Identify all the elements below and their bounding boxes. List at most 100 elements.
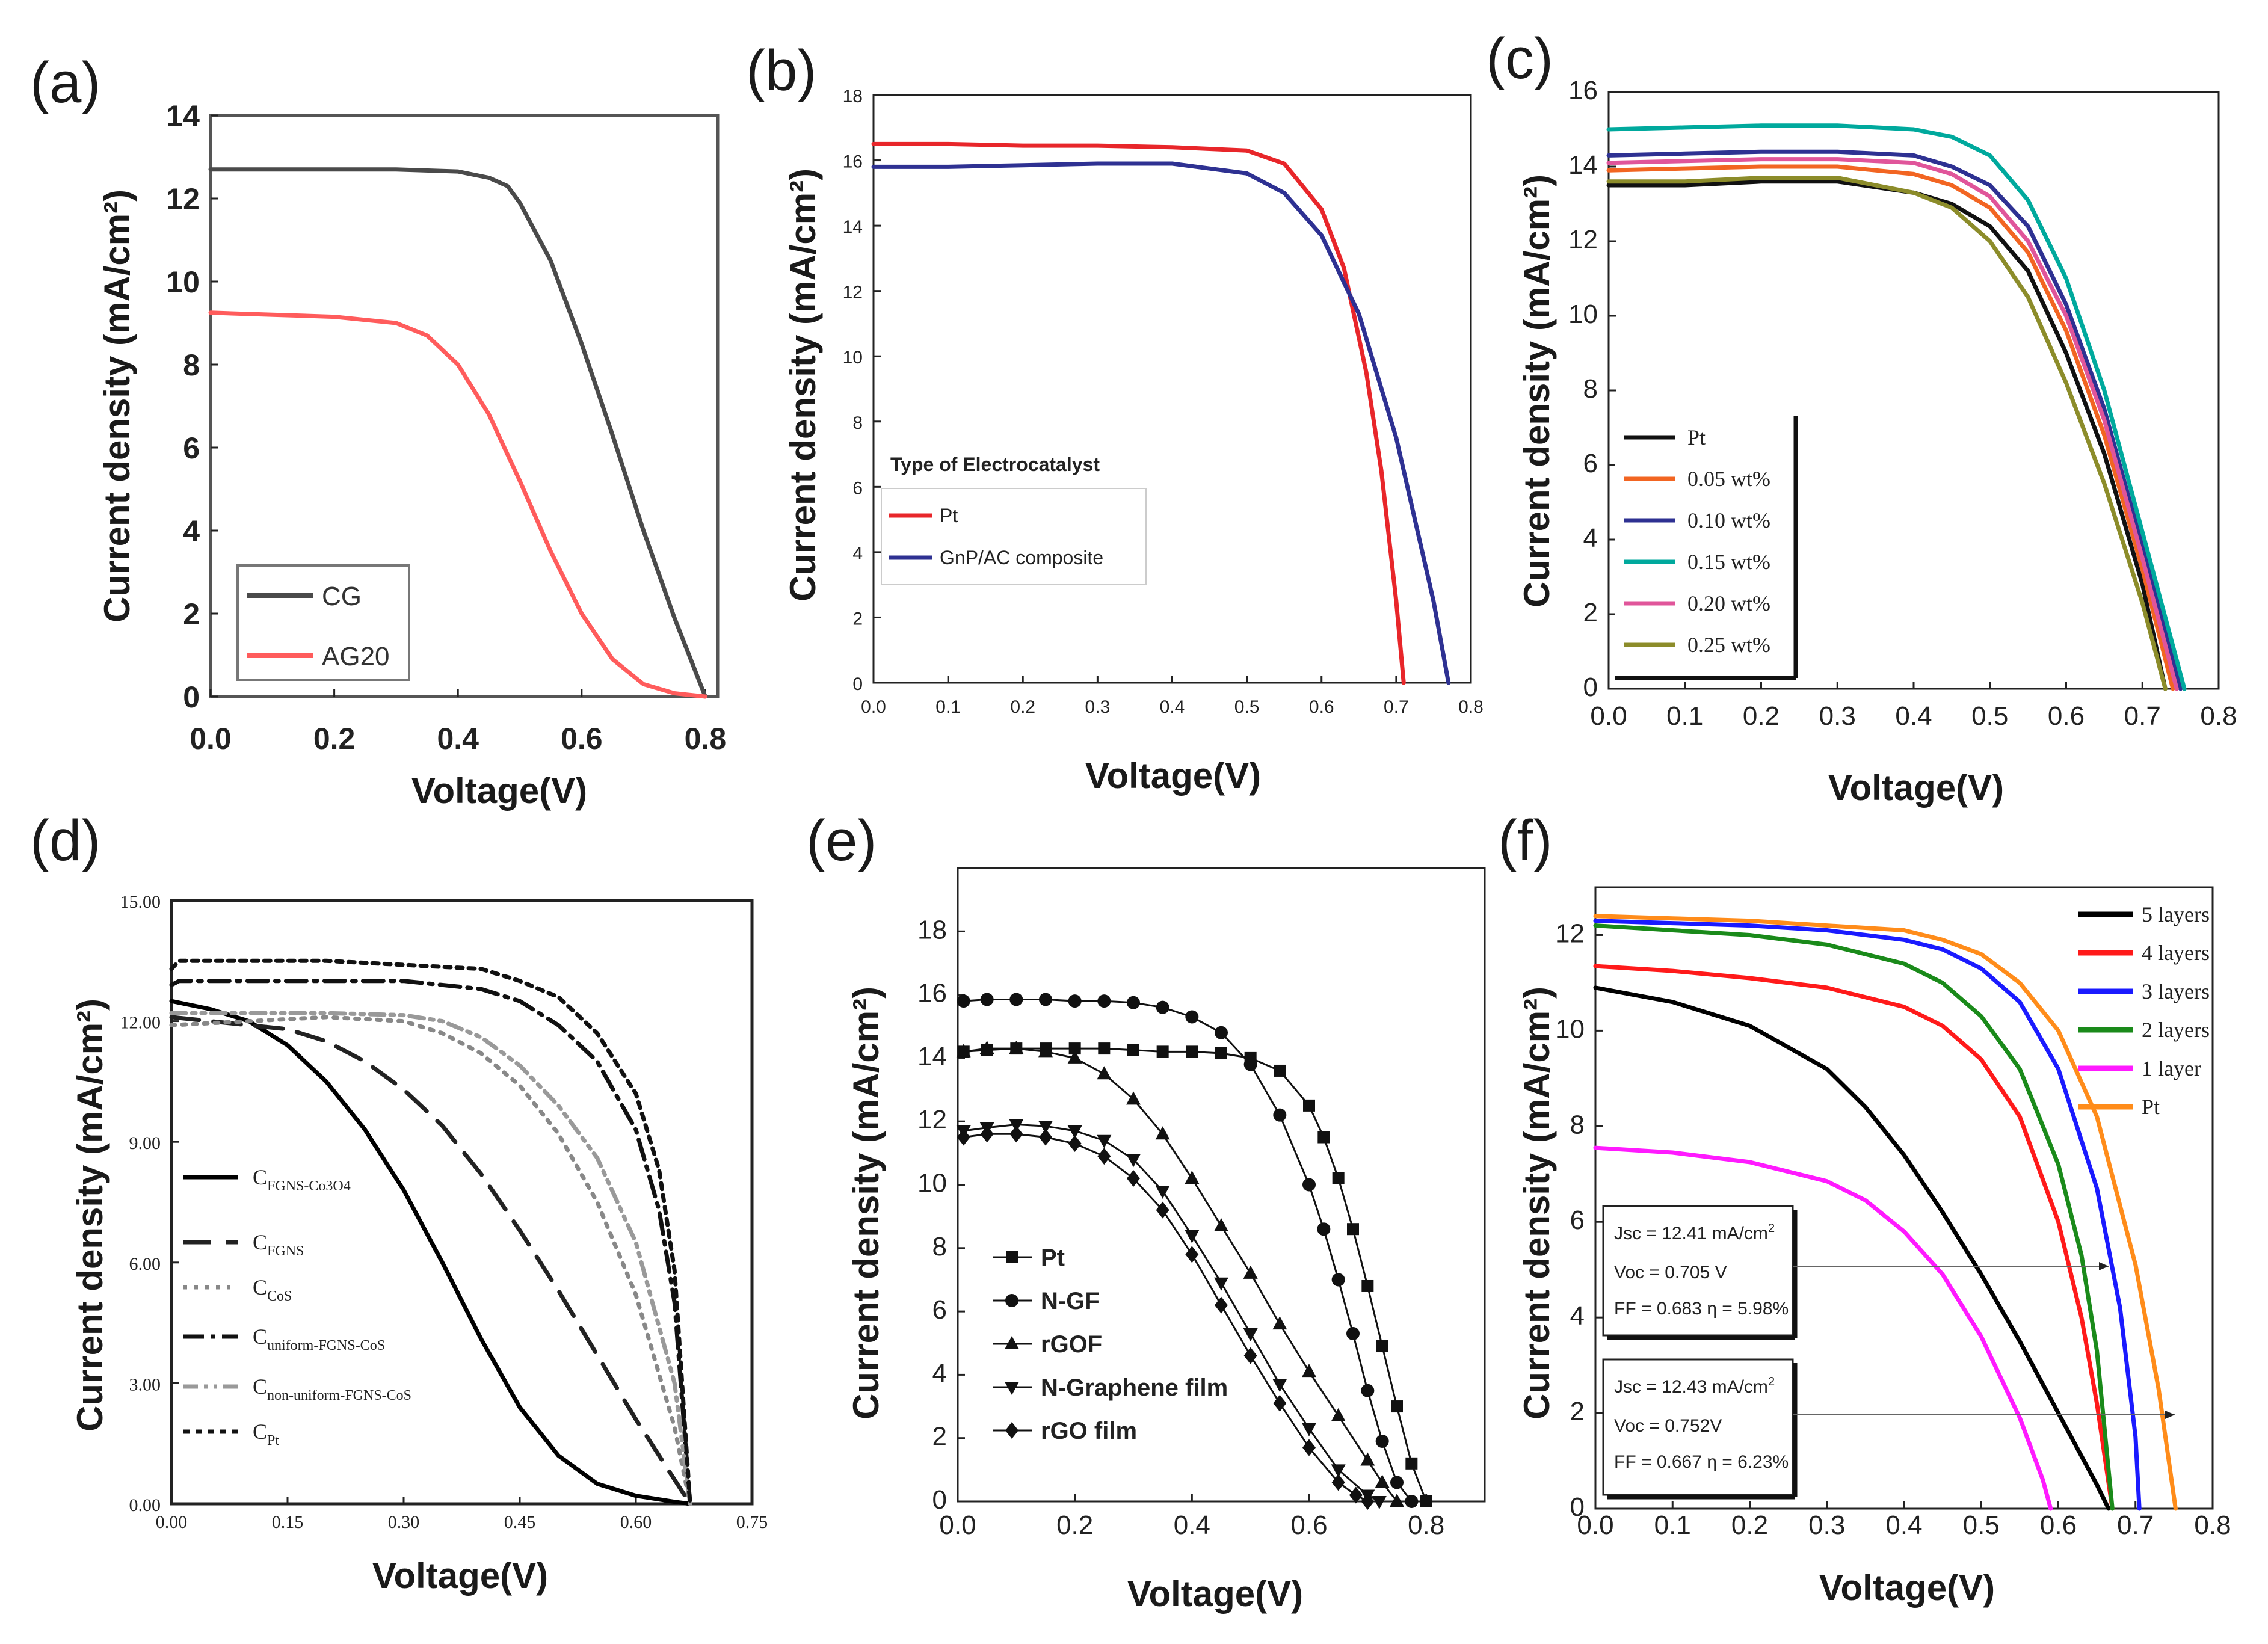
data-point bbox=[1009, 1125, 1023, 1143]
data-point bbox=[1186, 1045, 1198, 1058]
data-point bbox=[1067, 1050, 1082, 1064]
data-point bbox=[1361, 1493, 1375, 1510]
data-point bbox=[1185, 1246, 1199, 1263]
series-line bbox=[1593, 964, 2115, 1511]
y-tick-label: 6.00 bbox=[129, 1254, 161, 1274]
data-point bbox=[1156, 1045, 1169, 1058]
y-tick-label: 8 bbox=[852, 413, 863, 433]
panel-c: (c) 0.0 0.1 0.2 0.3 0.4 0.5 0.6 0.7 0.8 0 2 4 6 8 10 12 1… bbox=[1486, 26, 2237, 808]
data-point bbox=[1332, 1172, 1345, 1184]
annotation-jsc-sup: 2 bbox=[1768, 1222, 1775, 1235]
panel-letter: (a) bbox=[30, 51, 100, 115]
y-tick-label: 14 bbox=[843, 217, 863, 237]
data-point bbox=[1127, 1169, 1140, 1187]
data-point bbox=[1331, 1474, 1345, 1491]
data-point bbox=[1349, 1486, 1363, 1504]
x-tick-label: 0.5 bbox=[1963, 1510, 2000, 1540]
data-point bbox=[1097, 1148, 1111, 1165]
y-tick-label: 10 bbox=[917, 1169, 947, 1198]
data-point bbox=[1303, 1099, 1315, 1112]
data-point bbox=[1127, 1044, 1139, 1056]
series-line bbox=[963, 1047, 1428, 1503]
data-point bbox=[1372, 1496, 1387, 1509]
data-point bbox=[1272, 1316, 1287, 1330]
y-tick-label: 15.00 bbox=[120, 892, 161, 912]
annotation-arrowhead bbox=[2099, 1262, 2109, 1270]
x-tick-label: 0.6 bbox=[2040, 1510, 2077, 1540]
y-tick-label: 9.00 bbox=[129, 1133, 161, 1153]
legend-label-main: C bbox=[253, 1275, 267, 1299]
data-point bbox=[1126, 1154, 1141, 1168]
x-tick-label: 0.1 bbox=[1654, 1510, 1691, 1540]
annotation-box: Jsc = 12.43 mA/cm2 Voc = 0.752V FF = 0.667… bbox=[1602, 1358, 2175, 1500]
series-line bbox=[871, 161, 1451, 685]
y-tick-label: 3.00 bbox=[129, 1375, 161, 1394]
y-tick-label: 6 bbox=[932, 1295, 947, 1325]
y-tick-label: 2 bbox=[932, 1422, 947, 1452]
y-tick-label: 0 bbox=[1570, 1492, 1585, 1522]
x-tick-label: 0.8 bbox=[1458, 697, 1484, 717]
series-line bbox=[871, 141, 1406, 685]
data-point bbox=[1272, 1379, 1287, 1393]
legend-marker bbox=[1005, 1294, 1018, 1307]
legend-label: 0.10 wt% bbox=[1687, 508, 1770, 532]
data-point bbox=[1097, 1134, 1112, 1148]
legend-label: 2 layers bbox=[2142, 1018, 2210, 1042]
panel-f: (f) 0.0 0.1 0.2 0.3 0.4 0.5 0.6 0.7 0.8 0 2 4 6 8 10 12 V… bbox=[1498, 808, 2231, 1608]
data-point bbox=[956, 1044, 971, 1058]
data-point bbox=[1390, 1476, 1404, 1489]
y-tick-label: 16 bbox=[917, 979, 947, 1008]
data-point bbox=[1405, 1457, 1418, 1470]
annotation-arrowhead bbox=[2165, 1411, 2175, 1419]
x-tick-label: 0.2 bbox=[1743, 701, 1780, 731]
y-tick-label: 12 bbox=[843, 283, 863, 303]
x-tick-label: 0.0 bbox=[939, 1510, 976, 1540]
legend-label-main: C bbox=[253, 1165, 267, 1189]
series-line bbox=[963, 1124, 1381, 1503]
x-axis-title: Voltage(V) bbox=[372, 1556, 548, 1596]
y-tick-label: 18 bbox=[917, 915, 947, 944]
y-tick-label: 10 bbox=[1555, 1014, 1585, 1044]
y-tick-label: 0 bbox=[183, 680, 200, 714]
legend-label: CCoS bbox=[253, 1275, 292, 1304]
data-point bbox=[1214, 1277, 1228, 1291]
x-axis-title: Voltage(V) bbox=[1828, 768, 2004, 808]
data-point bbox=[1302, 1423, 1316, 1436]
y-tick-label: 6 bbox=[852, 478, 863, 498]
data-point bbox=[1185, 1010, 1199, 1024]
y-tick-label: 6 bbox=[1570, 1205, 1585, 1235]
data-point bbox=[957, 994, 970, 1008]
x-axis-title: Voltage(V) bbox=[1127, 1574, 1303, 1614]
plot-frame bbox=[170, 899, 754, 1506]
panel-d: (d) 0.00 0.15 0.30 0.45 0.60 0.75 0.00 3.00 6.00 9… bbox=[30, 808, 768, 1596]
data-point bbox=[1331, 1273, 1345, 1287]
y-tick-label: 2 bbox=[1570, 1397, 1585, 1426]
y-tick-label: 10 bbox=[166, 265, 200, 299]
x-tick-label: 0.8 bbox=[1408, 1510, 1444, 1540]
data-point bbox=[1391, 1400, 1403, 1413]
legend-marker bbox=[1006, 1251, 1018, 1263]
legend-label-subscript: FGNS-Co3O4 bbox=[267, 1178, 351, 1194]
data-point bbox=[1067, 1125, 1082, 1139]
annotation-frame bbox=[1602, 1358, 1794, 1496]
x-tick-label: 0.45 bbox=[504, 1512, 536, 1532]
legend-label: GnP/AC composite bbox=[940, 547, 1103, 568]
data-point bbox=[1156, 1201, 1169, 1219]
legend-label-subscript: uniform-FGNS-CoS bbox=[267, 1338, 385, 1353]
data-point bbox=[1155, 1126, 1170, 1140]
legend-label-subscript: CoS bbox=[267, 1288, 292, 1304]
y-axis-title: Current density (mA/cm²) bbox=[783, 168, 823, 602]
x-tick-label: 0.4 bbox=[1174, 1510, 1210, 1540]
series-line bbox=[208, 167, 707, 699]
legend-label: CPt bbox=[253, 1420, 279, 1449]
series-line bbox=[1606, 164, 2175, 691]
y-tick-label: 4 bbox=[183, 514, 200, 548]
x-axis-title: Voltage(V) bbox=[1819, 1568, 1995, 1608]
legend-label: N-Graphene film bbox=[1041, 1375, 1228, 1401]
legend-marker bbox=[1005, 1382, 1019, 1395]
series-line bbox=[1593, 919, 2142, 1511]
legend-label-main: C bbox=[253, 1375, 267, 1399]
data-point bbox=[980, 1125, 994, 1143]
panel-letter: (f) bbox=[1498, 808, 1553, 873]
